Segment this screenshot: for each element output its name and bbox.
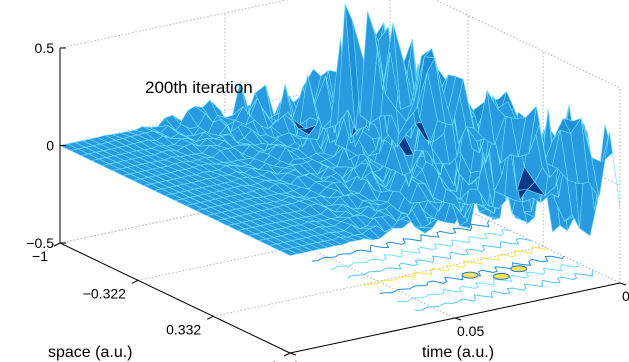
contour-peak xyxy=(461,271,479,279)
axes xyxy=(53,47,627,357)
surface-patch xyxy=(382,22,401,110)
contour-projection xyxy=(311,220,594,311)
grid-line xyxy=(434,0,621,89)
x-tick-label: −1 xyxy=(32,248,48,264)
contour-line xyxy=(330,229,511,271)
y-tick-label: 1 xyxy=(292,358,300,362)
x-tick xyxy=(131,279,139,284)
y-tick-label: 0.1 xyxy=(622,288,629,304)
contour-peak xyxy=(492,272,510,280)
contour-line xyxy=(396,262,580,303)
x-tick xyxy=(206,315,214,320)
contour-line xyxy=(415,269,594,311)
grid-line xyxy=(213,245,544,317)
z-tick-label: 0.5 xyxy=(35,40,55,56)
y-tick xyxy=(289,352,297,356)
x-tick-label: 0.332 xyxy=(166,321,201,337)
z-tick-label: 0 xyxy=(46,138,54,154)
x-tick-label: 1 xyxy=(270,358,278,362)
x-tick xyxy=(53,242,61,247)
x-tick-label: −0.322 xyxy=(83,285,126,301)
contour-line xyxy=(347,237,532,279)
contour-line xyxy=(311,220,490,262)
tick-labels: 0.5 0 −0.5−1 −0.322 0.332 1 1 0.05 0.1 xyxy=(26,40,629,362)
y-axis-label: time (a.u.) xyxy=(422,344,494,361)
annotation-label: 200th iteration xyxy=(145,78,253,97)
contour-line xyxy=(363,246,550,287)
contour-peak xyxy=(510,265,528,273)
z-tick-label: −0.5 xyxy=(26,235,54,251)
y-tick xyxy=(619,282,627,286)
grid-line xyxy=(59,0,289,49)
x-axis-label: space (a.u.) xyxy=(48,344,132,361)
y-tick-label: 0.05 xyxy=(457,323,484,339)
x-axis-line xyxy=(59,242,291,354)
y-tick xyxy=(454,317,462,321)
x-tick xyxy=(283,352,291,357)
surface-mesh xyxy=(59,3,621,256)
